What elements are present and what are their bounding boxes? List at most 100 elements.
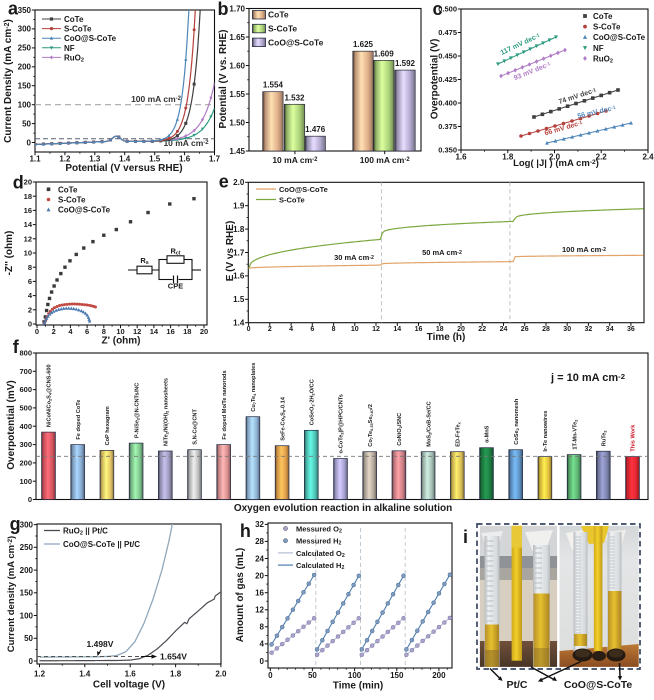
svg-text:Messured O2: Messured O2	[296, 525, 342, 535]
svg-text:Time (min): Time (min)	[333, 681, 383, 692]
svg-text:CoO@S-CoTe: CoO@S-CoTe	[58, 206, 111, 215]
svg-text:24: 24	[500, 326, 508, 333]
svg-text:1T-Mn-VTe2: 1T-Mn-VTe2	[572, 419, 578, 450]
svg-text:E (V vs RHE): E (V vs RHE)	[225, 221, 236, 282]
svg-text:100: 100	[348, 671, 362, 680]
svg-text:4: 4	[260, 640, 265, 649]
svg-text:2.0: 2.0	[215, 670, 227, 679]
svg-text:200: 200	[18, 63, 32, 72]
svg-text:CoO@S-CoTe: CoO@S-CoTe	[564, 679, 633, 691]
svg-text:14: 14	[150, 327, 159, 336]
svg-text:i: i	[463, 527, 468, 547]
svg-text:2: 2	[52, 327, 56, 336]
svg-text:NiTe2/Ni(OH)2 nanosheets: NiTe2/Ni(OH)2 nanosheets	[164, 378, 170, 446]
svg-text:Overpotential (mV): Overpotential (mV)	[6, 380, 17, 469]
svg-text:1.1: 1.1	[29, 155, 41, 164]
svg-text:CoSeO3·2H2O/CC: CoSeO3·2H2O/CC	[310, 379, 316, 425]
svg-text:Current density (mA cm-2): Current density (mA cm-2)	[6, 536, 17, 652]
svg-text:18: 18	[183, 327, 191, 336]
svg-text:26: 26	[521, 326, 529, 333]
svg-text:Fe doped Mo/Te nanorods: Fe doped Mo/Te nanorods	[222, 370, 228, 439]
svg-text:o-CoTe2|P@HPC/CNTs: o-CoTe2|P@HPC/CNTs	[339, 394, 345, 453]
svg-text:CoNiO2/SNC: CoNiO2/SNC	[397, 413, 403, 446]
svg-text:Cu7Te4 nanoplates: Cu7Te4 nanoplates	[251, 363, 257, 412]
svg-text:1.4: 1.4	[119, 155, 131, 164]
svg-text:50: 50	[308, 671, 317, 680]
svg-text:Z' (ohm): Z' (ohm)	[101, 336, 140, 347]
svg-text:P-NiSe2@N-CNTs/NC: P-NiSe2@N-CNTs/NC	[134, 383, 140, 438]
svg-text:400: 400	[19, 422, 32, 431]
svg-text:10: 10	[24, 249, 32, 258]
svg-text:150: 150	[20, 589, 34, 598]
svg-text:20: 20	[457, 326, 465, 333]
svg-text:1.60: 1.60	[229, 61, 245, 70]
svg-text:10 mA cm-2: 10 mA cm-2	[163, 138, 209, 148]
svg-text:350: 350	[18, 6, 32, 15]
svg-text:1.592: 1.592	[395, 59, 416, 68]
svg-text:Calculated H2: Calculated H2	[296, 561, 344, 571]
svg-text:b: b	[218, 0, 229, 19]
svg-text:S-CoTe: S-CoTe	[279, 196, 305, 205]
svg-text:Amount of gas (mL): Amount of gas (mL)	[235, 548, 246, 642]
svg-text:100: 100	[20, 611, 34, 620]
svg-text:Overpotential (V): Overpotential (V)	[430, 39, 441, 120]
svg-text:50: 50	[22, 119, 31, 128]
svg-text:2.0: 2.0	[233, 178, 245, 187]
svg-text:1.45: 1.45	[229, 147, 245, 156]
svg-text:Rs: Rs	[140, 256, 148, 266]
svg-text:Current Density (mA cm-2): Current Density (mA cm-2)	[3, 19, 14, 143]
svg-text:-Z'' (ohm): -Z'' (ohm)	[4, 231, 15, 276]
svg-text:Cell voltage (V): Cell voltage (V)	[93, 680, 165, 691]
svg-text:Co7Te0.33Se0.67/2: Co7Te0.33Se0.67/2	[368, 404, 374, 447]
svg-text:c: c	[433, 0, 443, 19]
svg-text:Messured H2: Messured H2	[296, 537, 342, 547]
svg-text:Log( |J| ) (mA cm-2): Log( |J| ) (mA cm-2)	[513, 158, 599, 169]
svg-text:e: e	[219, 172, 229, 192]
svg-text:Potential (V versus RHE): Potential (V versus RHE)	[65, 163, 182, 174]
svg-text:NF: NF	[593, 44, 604, 53]
svg-text:16: 16	[255, 589, 264, 598]
svg-text:8: 8	[260, 623, 265, 632]
svg-text:34: 34	[606, 326, 614, 333]
svg-text:1.65: 1.65	[229, 33, 245, 42]
svg-text:14: 14	[393, 326, 401, 333]
svg-text:0: 0	[260, 657, 265, 666]
svg-text:4: 4	[68, 327, 73, 336]
svg-text:CoO@S-CoTe: CoO@S-CoTe	[593, 33, 646, 42]
svg-text:h: h	[240, 521, 251, 541]
svg-text:0: 0	[29, 657, 34, 666]
svg-text:10: 10	[351, 326, 359, 333]
svg-text:d: d	[13, 172, 24, 192]
svg-text:1.7: 1.7	[233, 248, 245, 257]
svg-text:S-CoTe: S-CoTe	[64, 25, 92, 34]
svg-text:CPE: CPE	[168, 282, 183, 291]
svg-text:1.654V: 1.654V	[160, 652, 187, 662]
svg-text:30: 30	[563, 326, 571, 333]
svg-text:6: 6	[85, 327, 89, 336]
svg-text:1.2: 1.2	[59, 155, 71, 164]
svg-text:2: 2	[268, 326, 272, 333]
svg-text:RuO2: RuO2	[64, 53, 84, 63]
svg-text:1.2: 1.2	[34, 670, 46, 679]
svg-text:1.4: 1.4	[233, 319, 245, 328]
svg-text:8: 8	[332, 326, 336, 333]
svg-text:S-CoTe: S-CoTe	[268, 24, 297, 34]
svg-text:NF: NF	[64, 44, 75, 53]
svg-text:NiCoNiCo2S4@CNS-600: NiCoNiCo2S4@CNS-600	[47, 364, 53, 427]
svg-text:100 mA cm-2: 100 mA cm-2	[131, 94, 182, 104]
svg-text:18: 18	[24, 192, 32, 201]
svg-text:0: 0	[28, 495, 32, 504]
svg-text:1.6: 1.6	[179, 155, 191, 164]
svg-text:300: 300	[20, 520, 34, 529]
svg-text:20: 20	[200, 327, 208, 336]
svg-text:1.8: 1.8	[170, 670, 182, 679]
svg-text:MoS2/CoB-Se/CC: MoS2/CoB-Se/CC	[426, 401, 432, 446]
svg-text:12: 12	[255, 606, 264, 615]
svg-text:20: 20	[24, 178, 32, 187]
svg-text:Rct: Rct	[170, 247, 180, 257]
svg-text:1.6: 1.6	[125, 670, 137, 679]
svg-text:g: g	[10, 514, 21, 534]
svg-text:12: 12	[372, 326, 380, 333]
svg-text:0: 0	[268, 671, 273, 680]
svg-text:1.609: 1.609	[374, 49, 395, 58]
